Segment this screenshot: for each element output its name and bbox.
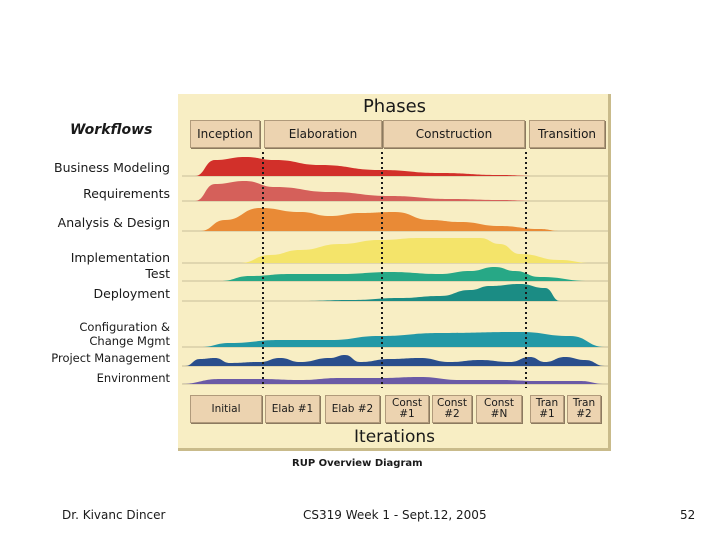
iteration-elab-2: Elab #2 [325,395,380,423]
hump-deployment [300,284,560,301]
footer-author: Dr. Kivanc Dincer [62,508,166,522]
workflow-label-configuration: Configuration & Change Mgmt [79,320,170,348]
workflow-label-project-management: Project Management [51,351,170,365]
iteration-elab-1: Elab #1 [265,395,320,423]
phase-elaboration: Elaboration [264,120,382,148]
phase-transition: Transition [529,120,605,148]
iteration-initial: Initial [190,395,262,423]
footer-course: CS319 Week 1 - Sept.12, 2005 [303,508,487,522]
iterations-title: Iterations [354,427,435,447]
hump-business-modeling [195,157,540,176]
phases-title: Phases [362,96,427,117]
hump-project-management [185,355,605,366]
iteration-tran-2: Tran #2 [567,395,601,423]
phase-inception: Inception [190,120,260,148]
hump-analysis-design [200,208,560,231]
workflow-label-implementation: Implementation [70,250,170,265]
workflow-label-test: Test [145,266,170,281]
hump-configuration [200,332,605,347]
hump-implementation [240,238,590,263]
iteration-const-2: Const #2 [432,395,472,423]
workflow-label-analysis-design: Analysis & Design [57,215,170,230]
diagram-caption: RUP Overview Diagram [292,458,423,469]
workflow-label-environment: Environment [96,371,170,385]
workflow-label-deployment: Deployment [93,286,170,301]
iteration-const-n: Const #N [476,395,522,423]
iteration-const-1: Const #1 [385,395,429,423]
iteration-tran-1: Tran #1 [530,395,564,423]
hump-environment [180,377,605,384]
workflow-label-requirements: Requirements [83,186,170,201]
hump-test [220,267,590,281]
footer-page-number: 52 [680,508,696,522]
phase-construction: Construction [383,120,525,148]
workflows-panel [5,90,180,452]
workflows-title: Workflows [70,122,153,138]
hump-requirements [195,181,540,201]
workflow-label-business-modeling: Business Modeling [54,160,170,175]
